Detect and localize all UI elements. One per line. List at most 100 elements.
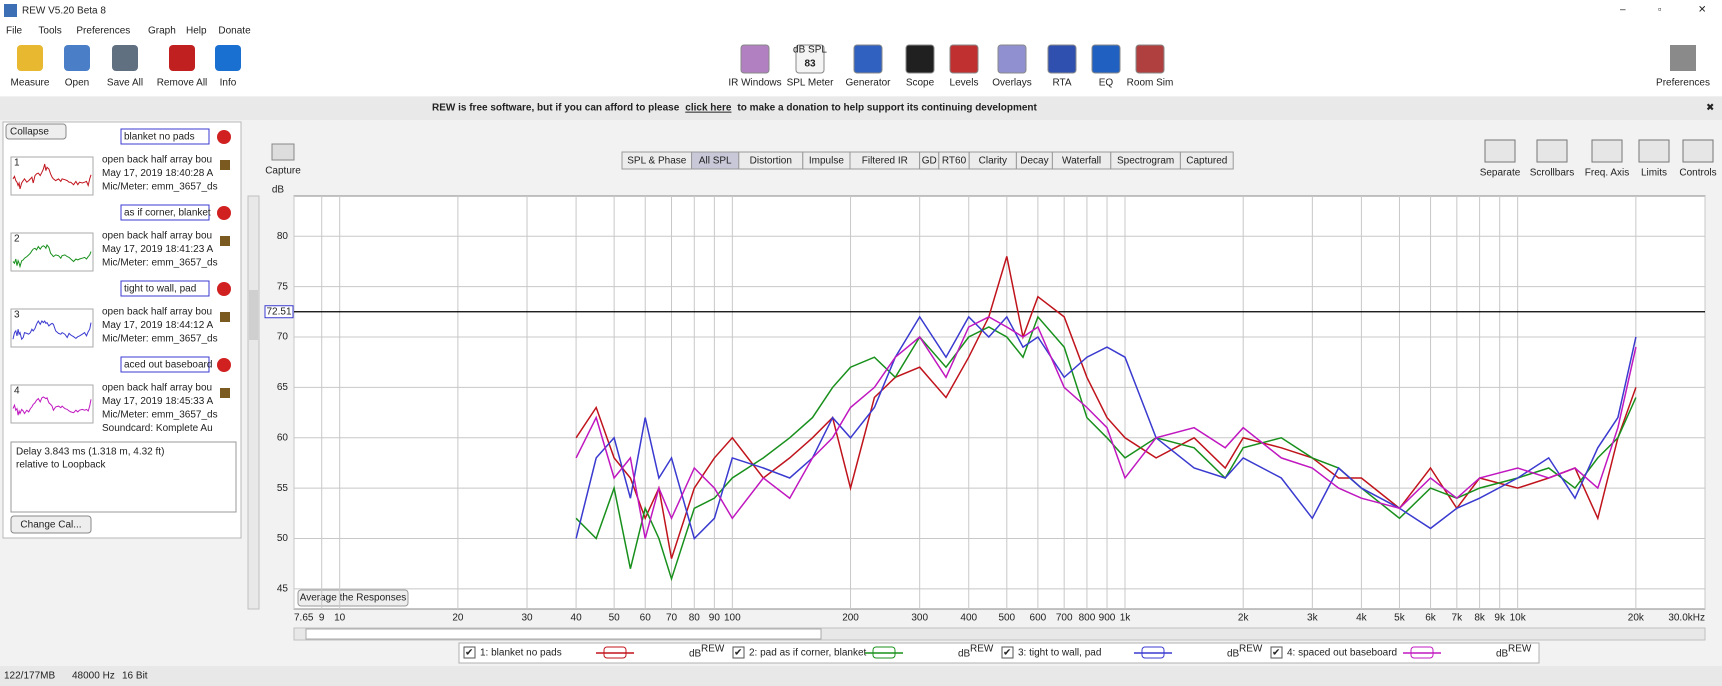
menu-item[interactable]: Help bbox=[186, 26, 207, 37]
name-field[interactable] bbox=[120, 356, 210, 373]
tool-label[interactable]: Room Sim bbox=[1127, 78, 1174, 89]
panel-scrollbar[interactable] bbox=[247, 195, 260, 610]
measurement-name[interactable]: as if corner, blanket bbox=[124, 208, 211, 219]
tool-label[interactable]: EQ bbox=[1099, 78, 1114, 89]
thumbnail[interactable] bbox=[10, 232, 94, 272]
thumbnail[interactable] bbox=[10, 308, 94, 348]
graph-tab-label[interactable]: GD bbox=[922, 156, 937, 167]
close-window[interactable]: ✕ bbox=[1698, 5, 1706, 16]
tool-label[interactable]: Open bbox=[65, 78, 89, 89]
x-scroll-thumb[interactable] bbox=[305, 628, 822, 640]
remove-icon[interactable] bbox=[217, 130, 231, 144]
graph-tab-label[interactable]: Filtered IR bbox=[862, 156, 908, 167]
tool-icon[interactable] bbox=[949, 44, 979, 74]
banner-link[interactable]: click here bbox=[685, 103, 732, 114]
graph-tab-label[interactable]: Distortion bbox=[750, 156, 792, 167]
color-icon[interactable] bbox=[220, 388, 230, 398]
tool-label[interactable]: Scope bbox=[906, 78, 935, 89]
tool-icon[interactable] bbox=[1091, 44, 1121, 74]
menu-item[interactable]: File bbox=[6, 26, 23, 37]
name-field[interactable] bbox=[120, 128, 210, 145]
color-icon[interactable] bbox=[220, 160, 230, 170]
legend-checkbox[interactable] bbox=[463, 646, 476, 659]
graph-tab-label[interactable]: All SPL bbox=[699, 156, 732, 167]
legend-checkbox[interactable] bbox=[1001, 646, 1014, 659]
legend-name[interactable]: 2: pad as if corner, blanket bbox=[749, 648, 867, 659]
name-field[interactable] bbox=[120, 204, 210, 221]
tool-icon[interactable] bbox=[905, 44, 935, 74]
collapse-button[interactable] bbox=[5, 123, 67, 140]
thumbnail[interactable] bbox=[10, 384, 94, 424]
graph-tab-label[interactable]: Decay bbox=[1020, 156, 1048, 167]
graph-tab[interactable] bbox=[1179, 151, 1234, 170]
graph-tool-label[interactable]: Limits bbox=[1641, 168, 1667, 179]
graph-tab-label[interactable]: RT60 bbox=[942, 156, 967, 167]
legend-name[interactable]: 3: tight to wall, pad bbox=[1018, 648, 1101, 659]
legend-name[interactable]: 4: spaced out baseboard bbox=[1287, 648, 1397, 659]
tool-icon[interactable] bbox=[740, 44, 770, 74]
graph-tab-label[interactable]: Impulse bbox=[809, 156, 844, 167]
maximize[interactable]: ▫ bbox=[1658, 5, 1662, 16]
measurement-name[interactable]: tight to wall, pad bbox=[124, 284, 196, 295]
graph-tab-label[interactable]: Waterfall bbox=[1062, 156, 1101, 167]
minimize[interactable]: – bbox=[1620, 5, 1626, 16]
graph-tool-icon[interactable] bbox=[1638, 139, 1670, 163]
capture-icon[interactable] bbox=[271, 143, 295, 161]
tool-icon[interactable] bbox=[1135, 44, 1165, 74]
graph-tab-label[interactable]: Spectrogram bbox=[1117, 156, 1174, 167]
graph-tool-label[interactable]: Controls bbox=[1679, 168, 1716, 179]
tool-icon[interactable] bbox=[1047, 44, 1077, 74]
banner-close[interactable]: ✖ bbox=[1706, 103, 1714, 114]
color-icon[interactable] bbox=[220, 312, 230, 322]
menu-item[interactable]: Graph bbox=[148, 26, 176, 37]
remove-icon[interactable] bbox=[217, 206, 231, 220]
legend-checkbox[interactable] bbox=[732, 646, 745, 659]
change-cal-label[interactable]: Change Cal... bbox=[20, 520, 81, 531]
graph-tool-icon[interactable] bbox=[1536, 139, 1568, 163]
tool-label[interactable]: Measure bbox=[11, 78, 50, 89]
menu-item[interactable]: Donate bbox=[218, 26, 251, 37]
tool-icon[interactable] bbox=[112, 45, 138, 71]
tool-label[interactable]: Levels bbox=[950, 78, 979, 89]
change-cal-button[interactable] bbox=[10, 515, 92, 534]
legend-name[interactable]: 1: blanket no pads bbox=[480, 648, 562, 659]
graph-tab-label[interactable]: Captured bbox=[1186, 156, 1227, 167]
tool-label[interactable]: Overlays bbox=[992, 78, 1031, 89]
tool-icon[interactable] bbox=[795, 44, 825, 74]
average-button[interactable] bbox=[297, 589, 409, 607]
graph-tab-label[interactable]: SPL & Phase bbox=[627, 156, 687, 167]
tool-icon[interactable] bbox=[853, 44, 883, 74]
tool-label[interactable]: Generator bbox=[845, 78, 891, 89]
color-icon[interactable] bbox=[220, 236, 230, 246]
tool-icon[interactable] bbox=[169, 45, 195, 71]
graph-tool-icon[interactable] bbox=[1591, 139, 1623, 163]
remove-icon[interactable] bbox=[217, 358, 231, 372]
tool-icon[interactable] bbox=[64, 45, 90, 71]
average-label[interactable]: Average the Responses bbox=[300, 593, 407, 604]
tool-icon[interactable] bbox=[997, 44, 1027, 74]
capture-label[interactable]: Capture bbox=[265, 166, 301, 177]
panel-scroll-thumb[interactable] bbox=[249, 290, 258, 340]
remove-icon[interactable] bbox=[217, 282, 231, 296]
measurement-name[interactable]: blanket no pads bbox=[124, 132, 195, 143]
name-field[interactable] bbox=[120, 280, 210, 297]
tool-label[interactable]: Info bbox=[220, 78, 237, 89]
graph-tool-label[interactable]: Separate bbox=[1480, 168, 1521, 179]
menu-item[interactable]: Preferences bbox=[76, 26, 130, 37]
graph-tool-label[interactable]: Scrollbars bbox=[1530, 168, 1574, 179]
collapse-label[interactable]: Collapse bbox=[10, 127, 49, 138]
tool-label[interactable]: Preferences bbox=[1656, 78, 1710, 89]
graph-tab-label[interactable]: Clarity bbox=[979, 156, 1007, 167]
graph-tool-label[interactable]: Freq. Axis bbox=[1585, 168, 1629, 179]
tool-label[interactable]: Remove All bbox=[157, 78, 208, 89]
menu-item[interactable]: Tools bbox=[38, 26, 61, 37]
tool-icon[interactable] bbox=[215, 45, 241, 71]
tool-label[interactable]: RTA bbox=[1052, 78, 1071, 89]
tool-label[interactable]: IR Windows bbox=[728, 78, 781, 89]
graph-tool-icon[interactable] bbox=[1484, 139, 1516, 163]
measurement-name[interactable]: aced out baseboard bbox=[124, 360, 212, 371]
graph-tool-icon[interactable] bbox=[1682, 139, 1714, 163]
legend-checkbox[interactable] bbox=[1270, 646, 1283, 659]
tool-label[interactable]: Save All bbox=[107, 78, 143, 89]
tool-icon[interactable] bbox=[1670, 45, 1696, 71]
